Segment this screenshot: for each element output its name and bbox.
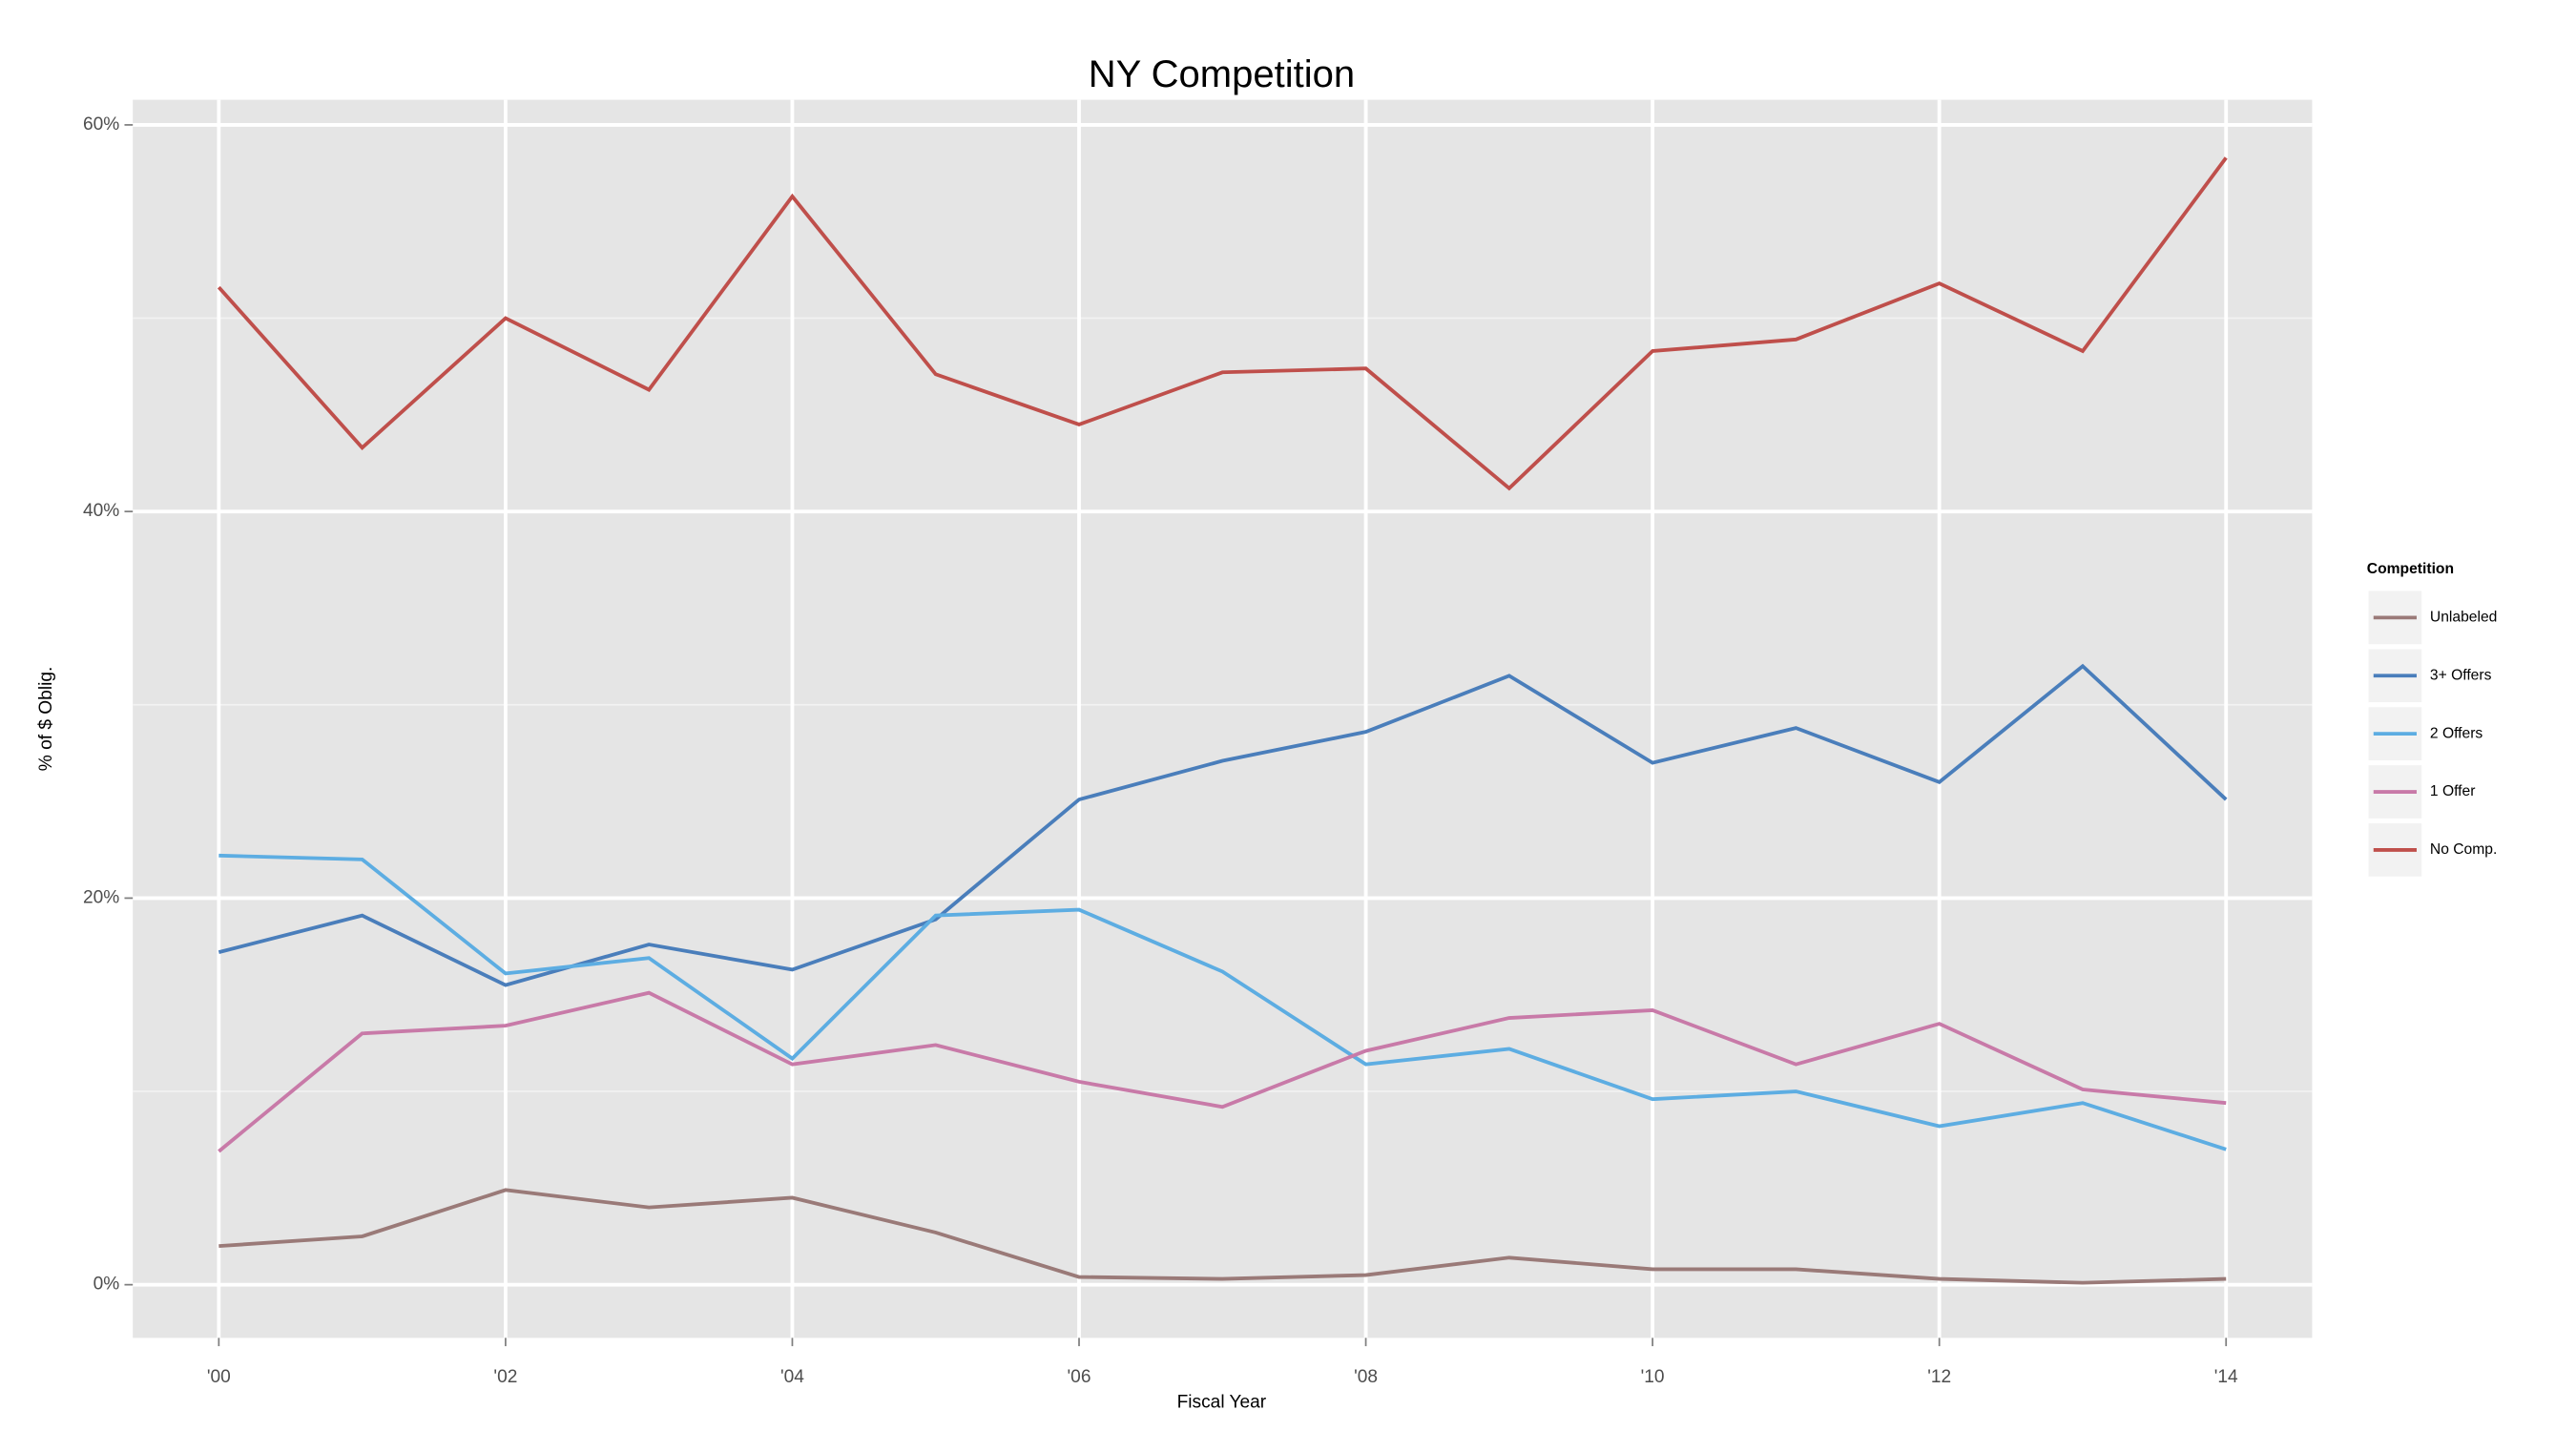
panel <box>133 99 2313 1338</box>
x-tick-label: '00 <box>207 1367 231 1387</box>
series-line <box>218 853 2227 1151</box>
x-axis-label: Fiscal Year <box>1177 1392 1267 1412</box>
chart-title: NY Competition <box>1089 53 1355 95</box>
x-tick-label: '08 <box>1354 1367 1378 1387</box>
y-tick-label: 0% <box>93 1275 120 1295</box>
x-tick-label: '12 <box>1927 1367 1951 1387</box>
x-tick-label: '04 <box>780 1367 804 1387</box>
x-tick-label: '06 <box>1068 1367 1091 1387</box>
series-line <box>218 663 2228 987</box>
y-tick-label: 20% <box>83 887 119 907</box>
y-axis-label: % of $ Oblig. <box>36 667 56 772</box>
y-tick-label: 40% <box>83 501 119 521</box>
legend-label: 3+ Offers <box>2430 667 2492 683</box>
legend-title: Competition <box>2367 561 2454 577</box>
legend-label: 1 Offer <box>2430 783 2476 799</box>
series-line <box>217 156 2228 491</box>
legend-label: No Comp. <box>2430 841 2497 858</box>
legend-label: 2 Offers <box>2430 725 2483 741</box>
series-line <box>218 990 2227 1153</box>
x-tick-label: '02 <box>493 1367 517 1387</box>
x-tick-label: '10 <box>1641 1367 1665 1387</box>
series-line <box>218 1188 2227 1285</box>
legend-label: Unlabeled <box>2430 609 2497 625</box>
x-tick-label: '14 <box>2214 1367 2238 1387</box>
y-tick-label: 60% <box>83 114 119 135</box>
